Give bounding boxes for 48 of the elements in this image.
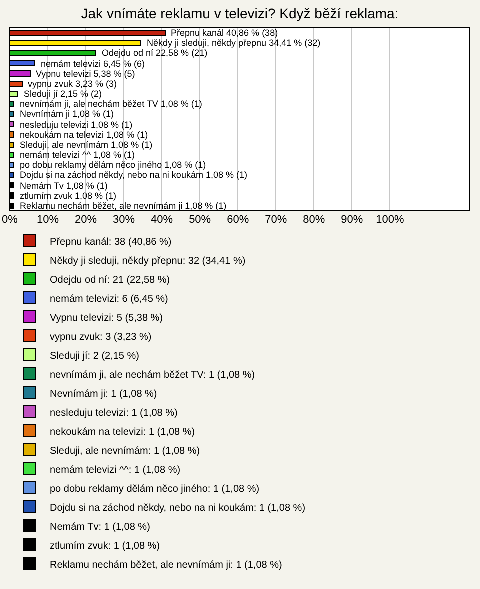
legend-label: Nemám Tv: 1 (1,08 %) xyxy=(50,522,150,533)
x-tick-label: 10% xyxy=(37,214,60,226)
x-tick-label: 50% xyxy=(189,214,212,226)
data-label: Sleduji jí 2,15 % (2) xyxy=(24,89,102,99)
legend-label: nekoukám na televizi: 1 (1,08 %) xyxy=(50,426,196,438)
legend-label: Odejdu od ní: 21 (22,58 %) xyxy=(50,274,170,286)
data-label: po dobu reklamy dělám něco jiného 1,08 % (1) xyxy=(20,160,206,170)
legend-label: Někdy ji sleduji, někdy přepnu: 32 (34,41 %) xyxy=(50,256,246,267)
data-label: nemám televizi 6,45 % (6) xyxy=(41,59,146,69)
data-label: nevnímám ji, ale nechám běžet TV 1,08 % (1) xyxy=(20,99,202,109)
legend-label: Nevnímám ji: 1 (1,08 %) xyxy=(50,388,158,400)
x-tick-label: 20% xyxy=(75,214,98,226)
legend-label: Přepnu kanál: 38 (40,86 %) xyxy=(50,236,172,248)
legend-label: nevnímám ji, ale nechám běžet TV: 1 (1,08 %) xyxy=(50,370,256,381)
chart-title: Jak vnímáte reklamu v televizi? Když běží reklama: xyxy=(81,6,399,22)
x-tick-label: 30% xyxy=(113,214,136,226)
data-label: Odejdu od ní 22,58 % (21) xyxy=(102,48,208,58)
data-label: nesleduju televizi 1,08 % (1) xyxy=(20,120,133,130)
legend-label: Vypnu televizi: 5 (5,38 %) xyxy=(50,312,164,324)
x-tick-label: 0% xyxy=(2,214,18,226)
x-tick-label: 90% xyxy=(341,214,364,226)
data-label: Nemám Tv 1,08 % (1) xyxy=(20,181,108,191)
legend-label: nesleduju televizi: 1 (1,08 %) xyxy=(50,408,178,419)
legend-label: Dojdu si na záchod někdy, nebo na ni koukám: 1 (1,08 %) xyxy=(50,502,306,514)
data-label: Vypnu televizi 5,38 % (5) xyxy=(36,69,136,79)
data-label: nemám televizi ^^ 1,08 % (1) xyxy=(20,150,135,160)
x-tick-label: 100% xyxy=(376,214,404,226)
data-label: Reklamu nechám běžet, ale nevnímám ji 1,08 % (1) xyxy=(20,201,227,211)
data-label: Nevnímám ji 1,08 % (1) xyxy=(20,109,114,119)
legend-label: Sleduji jí: 2 (2,15 %) xyxy=(50,350,140,362)
data-label: ztlumím zvuk 1,08 % (1) xyxy=(20,191,117,201)
legend-label: ztlumím zvuk: 1 (1,08 %) xyxy=(50,540,160,552)
data-label: Sleduji, ale nevnímám 1,08 % (1) xyxy=(20,140,153,150)
x-tick-label: 60% xyxy=(227,214,250,226)
x-tick-label: 80% xyxy=(303,214,326,226)
legend-label: po dobu reklamy dělám něco jiného: 1 (1,08 %) xyxy=(50,484,260,495)
x-tick-label: 70% xyxy=(265,214,288,226)
legend-label: Sleduji, ale nevnímám: 1 (1,08 %) xyxy=(50,446,200,457)
legend-label: vypnu zvuk: 3 (3,23 %) xyxy=(50,332,152,343)
x-tick-label: 40% xyxy=(151,214,174,226)
data-label: nekoukám na televizi 1,08 % (1) xyxy=(20,130,148,140)
legend-label: nemám televizi: 6 (6,45 %) xyxy=(50,294,168,305)
data-label: Dojdu si na záchod někdy, nebo na ni koukám 1,08 % (1) xyxy=(20,170,248,180)
legend-label: nemám televizi ^^: 1 (1,08 %) xyxy=(50,464,181,476)
data-label: Někdy ji sleduji, někdy přepnu 34,41 % (32) xyxy=(147,38,321,48)
data-label: Přepnu kanál 40,86 % (38) xyxy=(171,28,278,38)
data-label: vypnu zvuk 3,23 % (3) xyxy=(28,79,118,89)
legend-label: Reklamu nechám běžet, ale nevnímám ji: 1 (1,08 %) xyxy=(50,560,282,571)
